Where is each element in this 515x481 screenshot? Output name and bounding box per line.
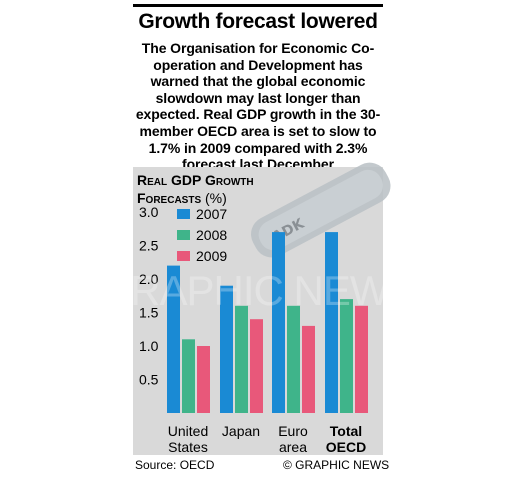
x-tick-label: States xyxy=(168,439,208,455)
credit-note: © GRAPHIC NEWS xyxy=(283,458,390,472)
bar-2009-2 xyxy=(302,325,315,413)
bar-2007-1 xyxy=(220,285,233,413)
x-tick-label: Euro xyxy=(278,423,308,439)
bar-2009-1 xyxy=(250,319,263,413)
bar-2009-3 xyxy=(355,305,368,413)
x-tick-label: United xyxy=(168,423,208,439)
legend-label-2009: 2009 xyxy=(196,248,227,264)
y-tick-label: 1.5 xyxy=(139,305,159,321)
bar-2007-3 xyxy=(325,232,338,413)
legend-label-2008: 2008 xyxy=(196,227,227,243)
intro-text: The Organisation for Economic Co-operati… xyxy=(135,40,381,173)
page-title: Growth forecast lowered xyxy=(138,10,378,33)
x-tick-label: OECD xyxy=(326,439,366,455)
legend-swatch-2009 xyxy=(177,251,190,261)
bar-2007-2 xyxy=(272,232,285,413)
bar-2008-2 xyxy=(287,305,300,413)
chart-title: Real GDP Growth Forecasts (%) xyxy=(137,171,387,207)
chart-title-line1: Real GDP Growth xyxy=(137,172,254,188)
title-rule xyxy=(133,4,383,7)
bar-2008-1 xyxy=(235,305,248,413)
x-tick-label: area xyxy=(279,439,307,455)
legend-swatch-2007 xyxy=(177,209,190,219)
y-tick-label: 2.0 xyxy=(139,271,159,287)
x-tick-label: Japan xyxy=(222,423,260,439)
banknote-roll-icon: ADK xyxy=(251,162,391,258)
x-tick-label: Total xyxy=(330,423,362,439)
chart-title-unit: (%) xyxy=(201,190,227,206)
y-tick-label: 2.5 xyxy=(139,238,159,254)
bar-2008-0 xyxy=(182,339,195,413)
bar-2009-0 xyxy=(197,346,210,413)
watermark: GRAPHIC NEWS xyxy=(98,267,415,314)
bar-2008-3 xyxy=(340,299,353,413)
legend-swatch-2008 xyxy=(177,230,190,240)
y-tick-label: 0.5 xyxy=(139,372,159,388)
y-tick-label: 3.0 xyxy=(139,204,159,220)
chart-title-line2: Forecasts xyxy=(137,190,202,206)
bar-2007-0 xyxy=(167,265,180,413)
y-tick-label: 1.0 xyxy=(139,338,159,354)
legend-label-2007: 2007 xyxy=(196,206,227,222)
source-note: Source: OECD xyxy=(135,458,215,472)
